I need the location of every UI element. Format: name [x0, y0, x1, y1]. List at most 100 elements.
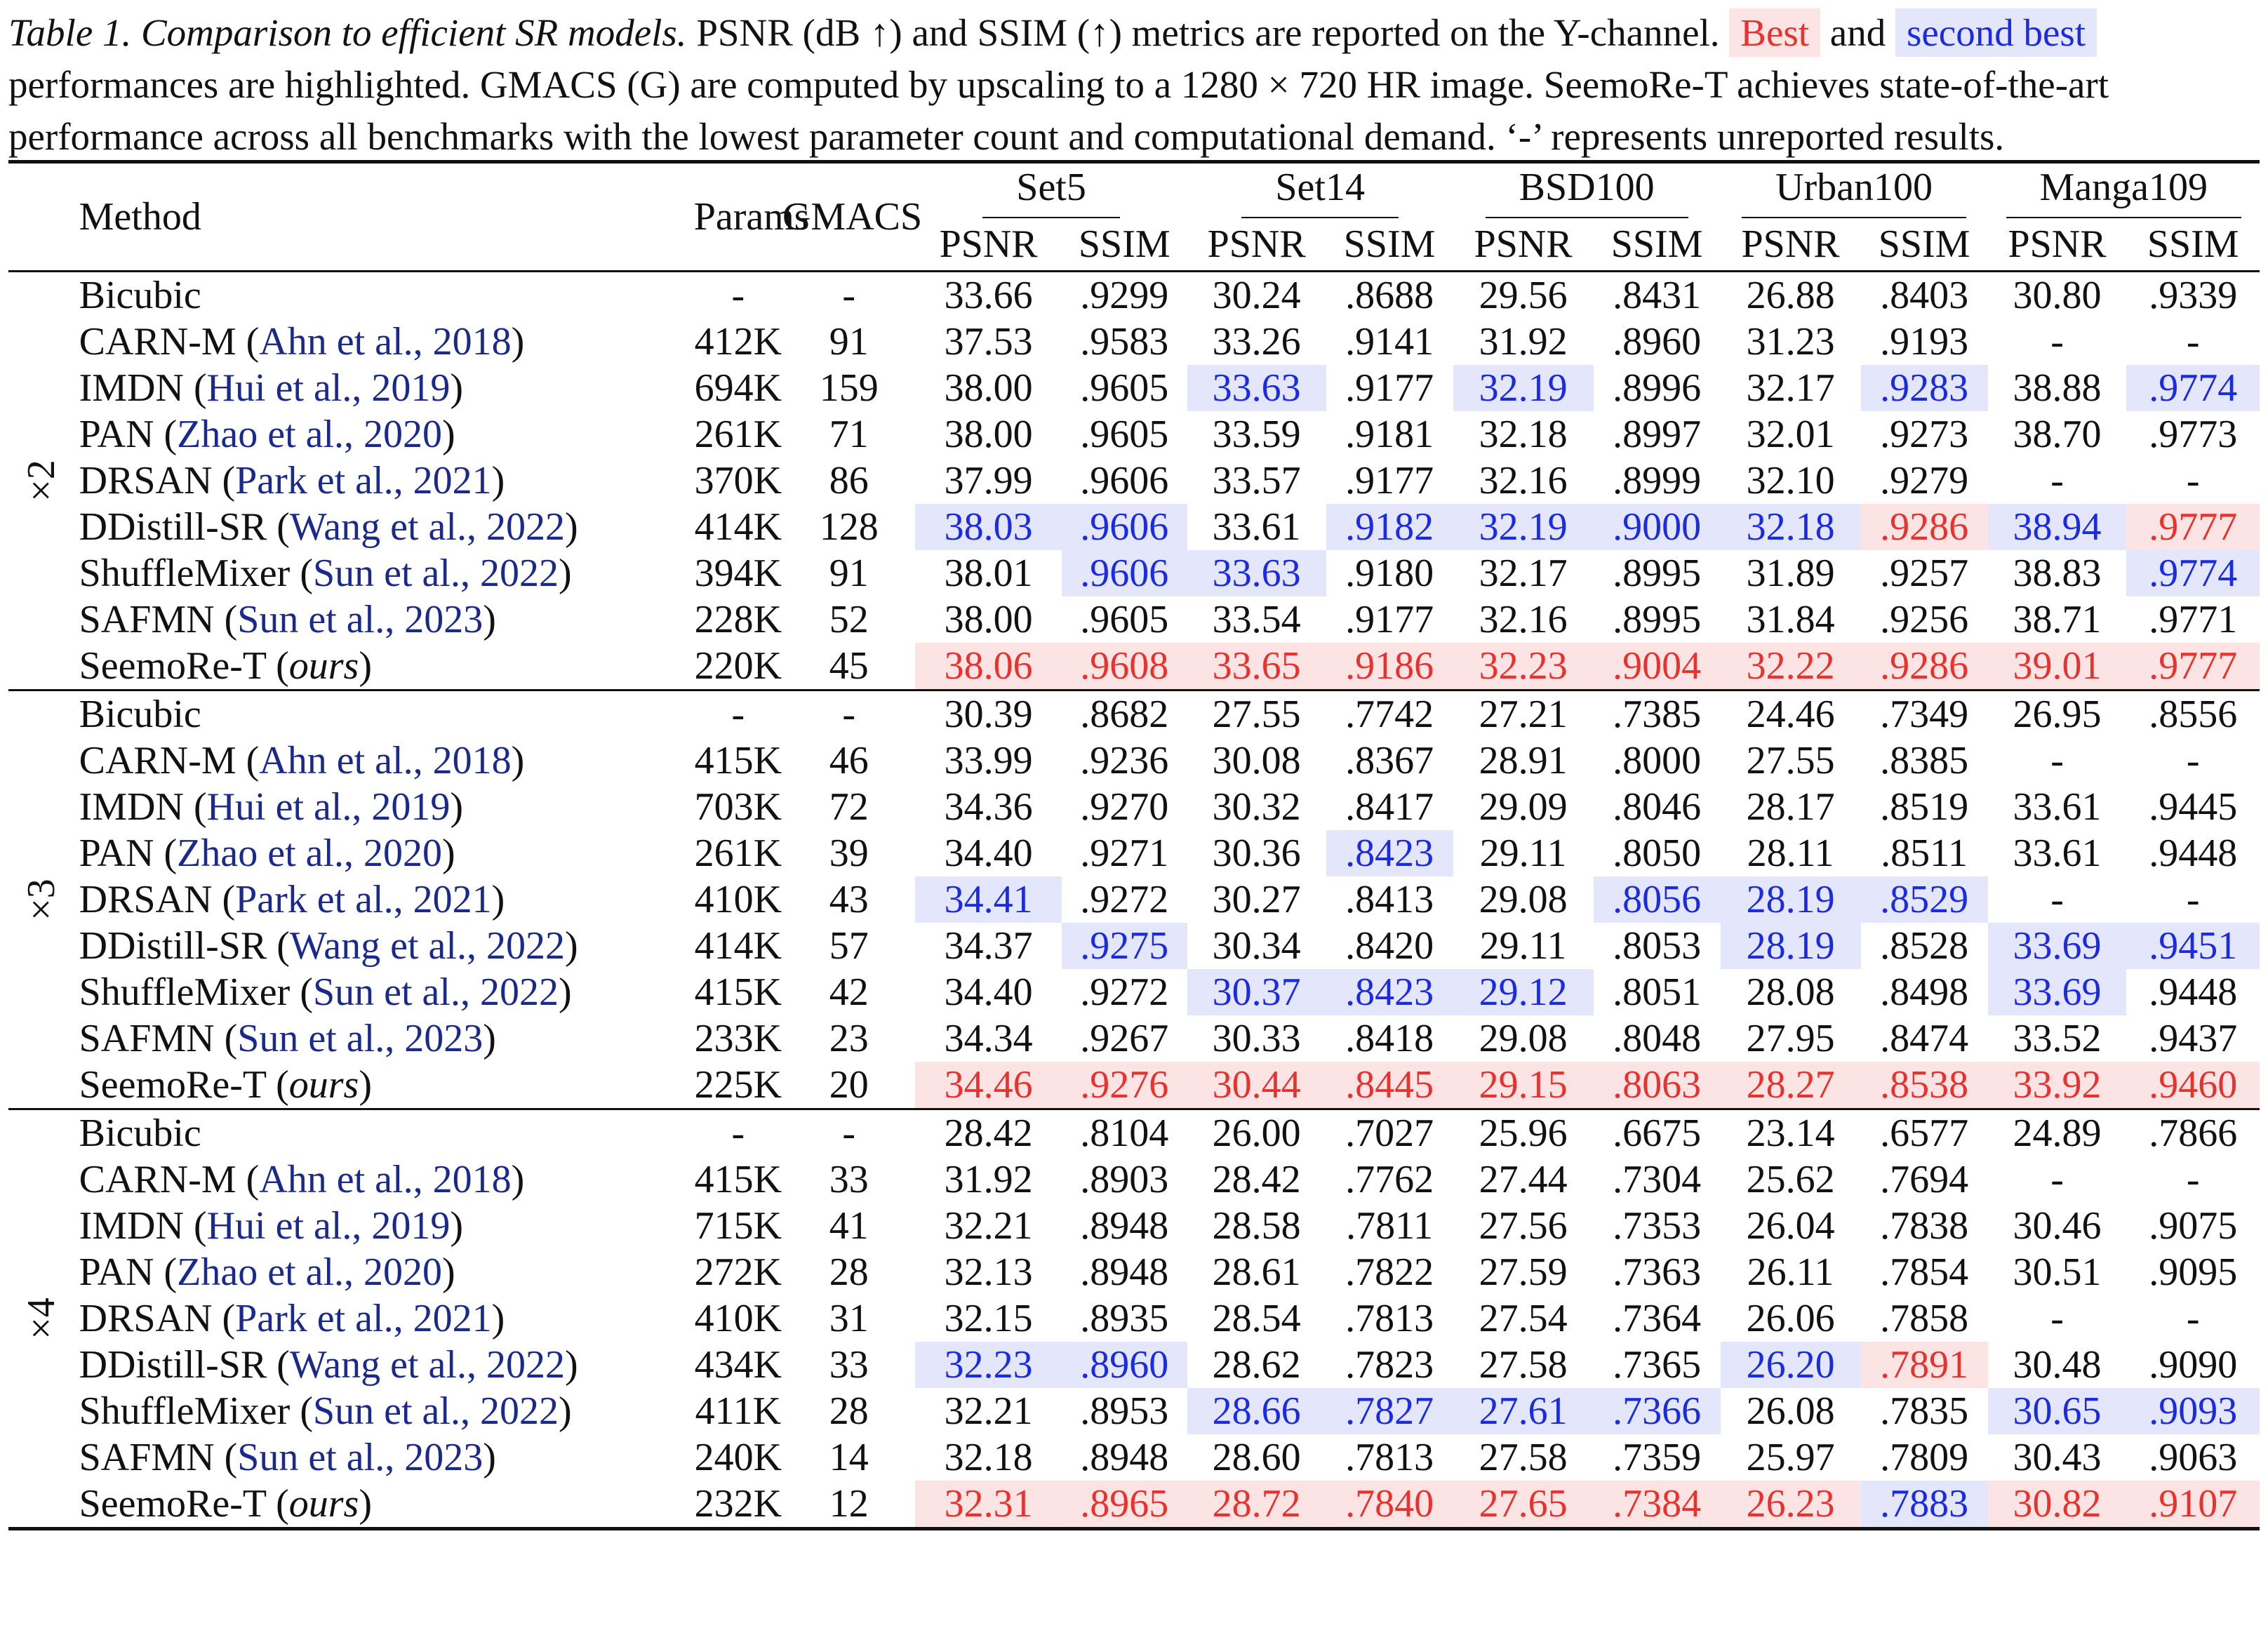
citation-link[interactable]: Sun et al., 2022 — [312, 970, 559, 1014]
psnr-cell: 31.92 — [944, 1158, 1033, 1201]
method-cell: DRSAN (Park et al., 2021) — [79, 1297, 505, 1340]
ours-tag: ours — [288, 1063, 359, 1107]
citation-link[interactable]: Park et al., 2021 — [235, 1297, 492, 1340]
ssim-cell: .7823 — [1345, 1343, 1434, 1387]
psnr-cell: 38.71 — [2013, 598, 2102, 641]
citation-link[interactable]: Zhao et al., 2020 — [177, 1250, 443, 1294]
ssim-cell: .9583 — [1080, 320, 1169, 363]
citation-link[interactable]: Park et al., 2021 — [235, 878, 492, 921]
ssim-cell: .9339 — [2149, 274, 2238, 317]
psnr-cell: 33.65 — [1187, 643, 1326, 690]
citation-link[interactable]: Sun et al., 2022 — [312, 1389, 559, 1433]
ssim-cell: .8903 — [1080, 1158, 1169, 1201]
ssim-cell: .9448 — [2149, 970, 2238, 1014]
psnr-cell: 32.18 — [944, 1436, 1033, 1479]
citation-link[interactable]: Park et al., 2021 — [235, 459, 492, 502]
gmacs-cell: 14 — [829, 1436, 869, 1479]
ssim-cell: .7822 — [1345, 1250, 1434, 1294]
gmacs-cell: 159 — [819, 366, 879, 410]
psnr-cell: 28.42 — [1212, 1158, 1301, 1201]
psnr-cell: 26.04 — [1746, 1204, 1835, 1248]
ssim-cell: .9186 — [1326, 643, 1453, 690]
ssim-cell: .8995 — [1613, 552, 1702, 595]
scale-label: ×2 — [8, 272, 74, 690]
params-cell: 414K — [694, 924, 782, 968]
psnr-cell: 31.84 — [1746, 598, 1835, 641]
table-row: DRSAN (Park et al., 2021) 410K 43 34.41 .927… — [8, 876, 2260, 923]
citation-link[interactable]: Hui et al., 2019 — [206, 785, 451, 829]
params-cell: 225K — [694, 1063, 782, 1107]
citation-link[interactable]: Sun et al., 2023 — [237, 1436, 483, 1479]
psnr-cell: 26.23 — [1720, 1481, 1861, 1529]
psnr-cell: - — [2050, 459, 2064, 502]
psnr-cell: 30.24 — [1212, 274, 1301, 317]
method-cell: PAN (Zhao et al., 2020) — [79, 1250, 455, 1294]
psnr-cell: 32.23 — [1453, 643, 1594, 690]
psnr-cell: 28.72 — [1187, 1481, 1326, 1529]
psnr-cell: 33.69 — [1987, 923, 2127, 969]
table-row: CARN-M (Ahn et al., 2018) 412K 91 37.53 .958… — [8, 319, 2260, 365]
params-cell: 410K — [694, 878, 782, 921]
method-name: PAN — [79, 413, 154, 456]
psnr-cell: 29.12 — [1453, 969, 1594, 1015]
ssim-cell: .9437 — [2149, 1017, 2238, 1060]
header-gmacs: GMACS — [782, 195, 923, 239]
psnr-cell: 33.61 — [2013, 832, 2102, 875]
psnr-cell: 33.63 — [1187, 365, 1326, 411]
method-name: SeemoRe-T — [79, 1482, 267, 1526]
ssim-cell: .8104 — [1080, 1112, 1169, 1155]
psnr-cell: 25.96 — [1479, 1112, 1568, 1155]
ssim-cell: .8403 — [1880, 274, 1969, 317]
citation-link[interactable]: Zhao et al., 2020 — [177, 413, 443, 456]
psnr-cell: 27.54 — [1479, 1297, 1568, 1340]
method-cell: IMDN (Hui et al., 2019) — [79, 1204, 464, 1248]
ssim-cell: .9283 — [1860, 365, 1988, 411]
psnr-cell: 27.59 — [1479, 1250, 1568, 1294]
psnr-cell: - — [2050, 739, 2064, 782]
params-cell: 228K — [694, 598, 782, 641]
method-cell: SeemoRe-T (ours) — [79, 1063, 372, 1107]
ssim-cell: .9090 — [2149, 1343, 2238, 1387]
psnr-cell: 25.97 — [1746, 1436, 1835, 1479]
method-name: DRSAN — [79, 459, 213, 502]
ssim-cell: .8053 — [1613, 924, 1702, 968]
psnr-cell: 38.88 — [2013, 366, 2102, 410]
citation-link[interactable]: Wang et al., 2022 — [289, 924, 565, 968]
psnr-cell: - — [2050, 878, 2064, 921]
table-row: SAFMN (Sun et al., 2023) 240K 14 32.18 .8948… — [8, 1434, 2260, 1481]
psnr-cell: 30.44 — [1187, 1062, 1326, 1109]
citation-link[interactable]: Hui et al., 2019 — [206, 1204, 451, 1248]
citation-link[interactable]: Wang et al., 2022 — [289, 1343, 565, 1387]
citation-link[interactable]: Sun et al., 2022 — [312, 552, 559, 595]
ssim-cell: .9606 — [1080, 459, 1169, 502]
psnr-cell: 26.08 — [1746, 1389, 1835, 1433]
table-row: DDistill-SR (Wang et al., 2022) 434K 33 32.… — [8, 1342, 2260, 1388]
psnr-cell: 33.61 — [2013, 785, 2102, 829]
header-psnr: PSNR — [1741, 222, 1840, 266]
psnr-cell: 23.14 — [1746, 1112, 1835, 1155]
psnr-cell: 38.00 — [944, 366, 1033, 410]
gmacs-cell: 42 — [829, 970, 869, 1014]
psnr-cell: 27.44 — [1479, 1158, 1568, 1201]
ssim-cell: .9270 — [1080, 785, 1169, 829]
method-name: CARN-M — [79, 1158, 236, 1201]
psnr-cell: 32.16 — [1479, 459, 1568, 502]
ssim-cell: .9605 — [1080, 413, 1169, 456]
params-cell: 415K — [694, 970, 782, 1014]
citation-link[interactable]: Ahn et al., 2018 — [259, 1158, 512, 1201]
citation-link[interactable]: Ahn et al., 2018 — [259, 320, 512, 363]
ssim-cell: .9460 — [2126, 1062, 2260, 1109]
ssim-cell: .8538 — [1860, 1062, 1988, 1109]
citation-link[interactable]: Ahn et al., 2018 — [259, 739, 512, 782]
psnr-cell: 33.59 — [1212, 413, 1301, 456]
ssim-cell: .8682 — [1080, 693, 1169, 736]
citation-link[interactable]: Hui et al., 2019 — [206, 366, 451, 410]
psnr-cell: 38.94 — [1987, 504, 2127, 550]
citation-link[interactable]: Sun et al., 2023 — [237, 598, 483, 641]
citation-link[interactable]: Sun et al., 2023 — [237, 1017, 483, 1060]
ssim-cell: .7891 — [1860, 1342, 1988, 1388]
citation-link[interactable]: Wang et al., 2022 — [289, 505, 565, 549]
citation-link[interactable]: Zhao et al., 2020 — [177, 832, 443, 875]
psnr-cell: 33.52 — [2013, 1017, 2102, 1060]
psnr-cell: 27.56 — [1479, 1204, 1568, 1248]
